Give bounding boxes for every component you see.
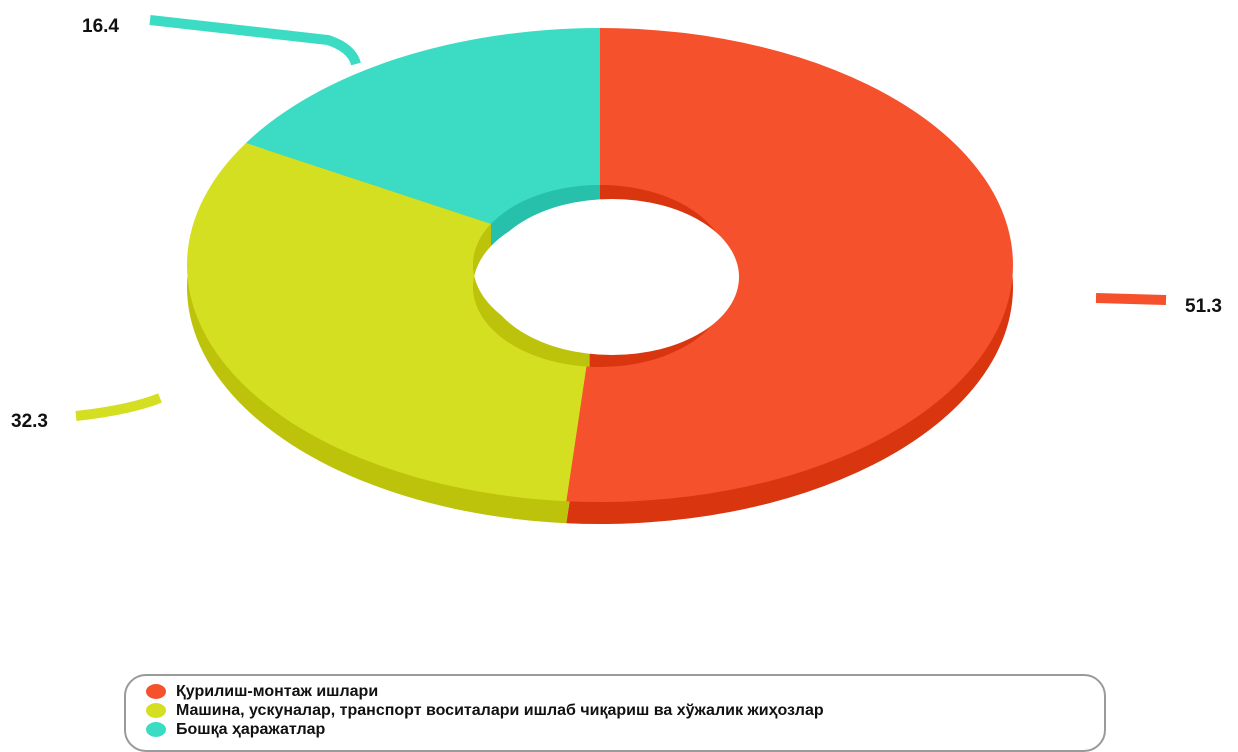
legend-swatch-machinery	[146, 703, 166, 718]
legend-swatch-other	[146, 722, 166, 737]
chart-legend: Қурилиш-монтаж ишлари Машина, ускуналар,…	[124, 674, 1106, 752]
slice-machinery[interactable]	[186, 143, 590, 502]
slice-other[interactable]	[245, 28, 600, 224]
legend-label-machinery: Машина, ускуналар, транспорт воситалари …	[176, 701, 824, 719]
legend-item-other[interactable]: Бошқа ҳаражатлар	[146, 720, 1104, 739]
data-label-other: 16.4	[82, 16, 119, 37]
legend-item-construction[interactable]: Қурилиш-монтаж ишлари	[146, 682, 1104, 701]
slice-construction[interactable]	[566, 27, 1014, 503]
hole-wall-other	[491, 185, 600, 246]
legend-label-construction: Қурилиш-монтаж ишлари	[176, 682, 379, 700]
leader-line-machinery	[75, 393, 162, 421]
legend-label-other: Бошқа ҳаражатлар	[176, 720, 326, 738]
legend-item-machinery[interactable]: Машина, ускуналар, транспорт воситалари …	[146, 701, 1104, 720]
legend-swatch-construction	[146, 684, 166, 699]
donut-hole	[485, 199, 739, 355]
leader-line-other	[149, 15, 361, 66]
data-label-construction: 51.3	[1185, 296, 1222, 317]
data-label-machinery: 32.3	[11, 411, 48, 432]
hole-wall-machinery	[473, 223, 590, 367]
leader-line-construction	[1095, 293, 1167, 305]
